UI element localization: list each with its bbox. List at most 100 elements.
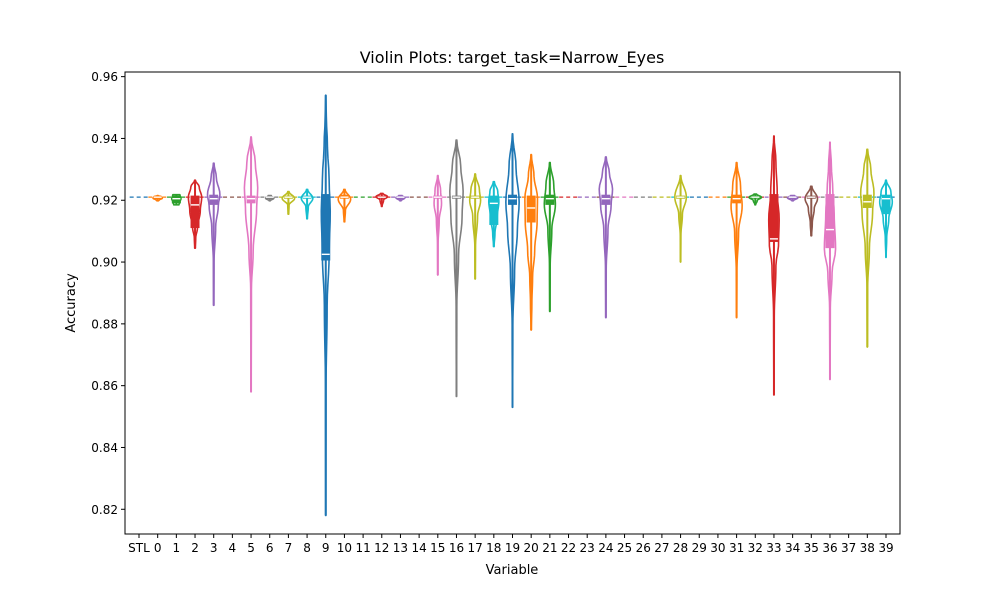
violin-iqr-box (881, 194, 891, 215)
violin-0 (152, 194, 164, 202)
x-tick-label: 18 (486, 541, 501, 555)
violin-17 (468, 173, 482, 280)
x-tick-label: 38 (860, 541, 875, 555)
violin-20 (524, 153, 539, 331)
violin-16 (449, 139, 464, 398)
x-tick-label: 22 (561, 541, 576, 555)
x-tick-label: 19 (505, 541, 520, 555)
y-tick-label: 0.88 (91, 317, 118, 331)
x-tick-label: 2 (191, 541, 199, 555)
x-tick-label: 20 (524, 541, 539, 555)
violin-19 (505, 133, 520, 409)
violin-15 (433, 174, 443, 276)
x-tick-label: 11 (355, 541, 370, 555)
violin-31 (730, 161, 743, 319)
x-tick-label: 7 (285, 541, 293, 555)
x-tick-label: 35 (804, 541, 819, 555)
violin-32 (748, 193, 763, 206)
violin-iqr-box (825, 194, 835, 249)
x-tick-label: 30 (710, 541, 725, 555)
x-tick-label: 34 (785, 541, 800, 555)
x-tick-label: 29 (692, 541, 707, 555)
violin-iqr-box (769, 194, 779, 242)
violin-1 (170, 193, 182, 206)
x-axis-label: Variable (486, 563, 539, 578)
violin-13 (395, 194, 406, 202)
x-tick-label: 10 (337, 541, 352, 555)
x-tick-label: 28 (673, 541, 688, 555)
x-tick-label: 4 (229, 541, 237, 555)
violin-12 (375, 192, 389, 208)
x-tick-label: STL (128, 541, 150, 555)
violin-28 (674, 174, 688, 263)
violin-39 (878, 179, 894, 259)
violin-iqr-box (601, 194, 611, 205)
violin-36 (823, 141, 837, 381)
x-tick-label: 12 (374, 541, 389, 555)
x-tick-label: 31 (729, 541, 744, 555)
violin-3 (206, 162, 221, 307)
violin-iqr-box (321, 194, 331, 261)
x-tick-label: 39 (878, 541, 893, 555)
violin-iqr-box (526, 195, 536, 223)
violin-21 (543, 161, 557, 313)
x-tick-label: 27 (654, 541, 669, 555)
violin-body (524, 153, 539, 331)
x-tick-label: 26 (636, 541, 651, 555)
violin-33 (767, 135, 780, 396)
x-tick-label: 13 (393, 541, 408, 555)
violin-body (152, 194, 164, 202)
violin-18 (487, 180, 500, 248)
x-tick-label: 6 (266, 541, 274, 555)
y-tick-label: 0.92 (91, 194, 118, 208)
violin-body (300, 188, 314, 220)
x-tick-label: 33 (766, 541, 781, 555)
y-tick-label: 0.84 (91, 441, 118, 455)
violin-7 (281, 190, 296, 215)
y-tick-label: 0.94 (91, 132, 118, 146)
violin-body (395, 194, 406, 202)
x-tick-label: 37 (841, 541, 856, 555)
violin-iqr-box (508, 194, 517, 205)
x-tick-label: 15 (430, 541, 445, 555)
x-tick-label: 14 (411, 541, 426, 555)
violin-iqr-box (246, 195, 256, 204)
violin-iqr-box (209, 194, 219, 205)
x-tick-label: 3 (210, 541, 218, 555)
violin-iqr-box (489, 195, 499, 225)
x-tick-label: 5 (247, 541, 255, 555)
x-tick-label: 9 (322, 541, 330, 555)
y-tick-label: 0.90 (91, 256, 118, 270)
x-tick-label: 16 (449, 541, 464, 555)
violin-iqr-box (190, 195, 200, 229)
violins (152, 94, 894, 517)
y-tick-label: 0.86 (91, 379, 118, 393)
x-tick-label: 32 (748, 541, 763, 555)
y-axis: 0.82 0.84 0.86 0.88 0.90 0.92 0.94 0.96 (91, 70, 125, 517)
chart-title: Violin Plots: target_task=Narrow_Eyes (360, 48, 665, 68)
y-tick-label: 0.82 (91, 503, 118, 517)
y-axis-label: Accuracy (64, 273, 79, 333)
violin-2 (187, 179, 203, 249)
violin-6 (264, 194, 275, 202)
x-tick-label: 24 (598, 541, 613, 555)
violin-34 (786, 194, 799, 202)
x-tick-label: 17 (468, 541, 483, 555)
x-tick-label: 1 (173, 541, 181, 555)
violin-iqr-box (545, 194, 555, 205)
y-tick-label: 0.96 (91, 70, 118, 84)
x-tick-label: 8 (303, 541, 311, 555)
violin-35 (804, 185, 819, 237)
violin-24 (598, 156, 614, 319)
violin-38 (859, 148, 875, 348)
x-tick-label: 25 (617, 541, 632, 555)
x-tick-label: 23 (580, 541, 595, 555)
violin-10 (337, 188, 352, 223)
violin-9 (320, 94, 332, 517)
violin-body (804, 185, 819, 237)
violin-body (878, 179, 894, 259)
violin-8 (300, 188, 314, 220)
x-tick-label: 36 (822, 541, 837, 555)
x-tick-label: 21 (542, 541, 557, 555)
